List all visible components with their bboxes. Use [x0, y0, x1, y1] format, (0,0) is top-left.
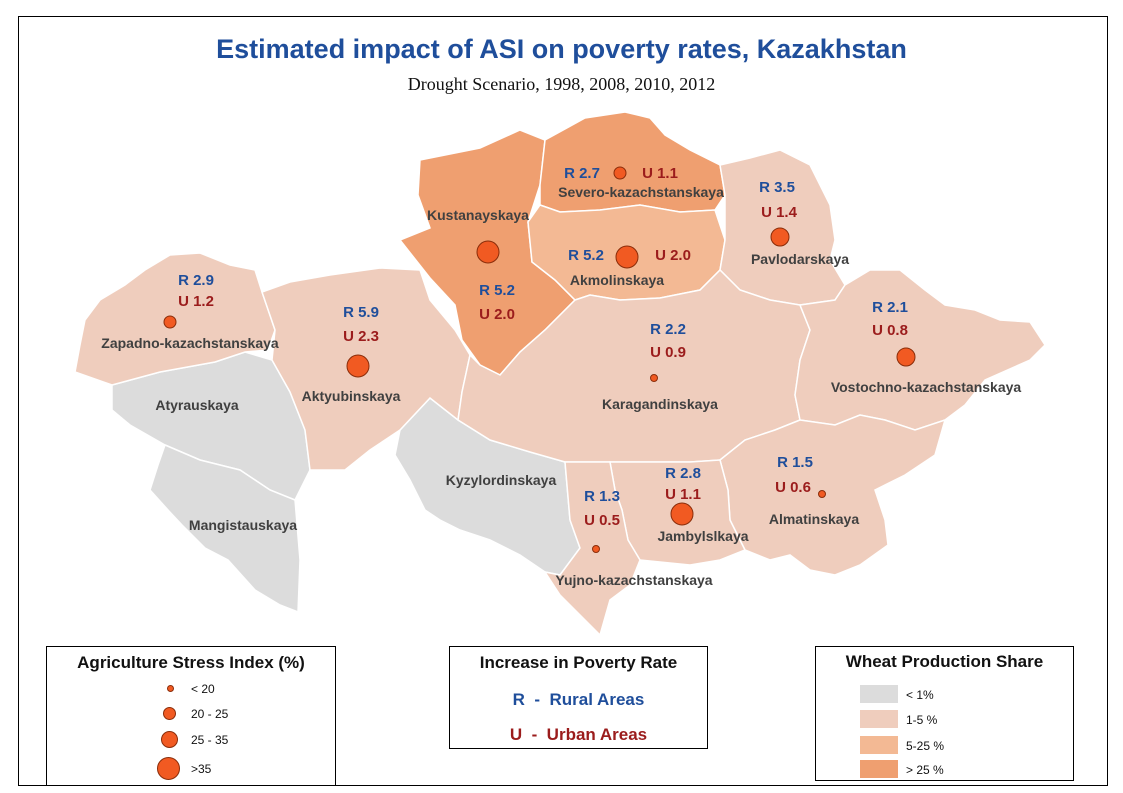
- asi-circle-karagandinskaya: [650, 374, 658, 382]
- legend-wheat: Wheat Production Share < 1% 1-5 % 5-25 %…: [815, 646, 1074, 781]
- legend-poverty-urban: U - Urban Areas: [509, 725, 648, 744]
- rural-label-pavlodarskaya: R 3.5: [759, 179, 795, 196]
- legend-wheat-item: < 1%: [860, 685, 1040, 705]
- asi-size-icon-xlarge: [157, 757, 180, 780]
- legend-asi-title: Agriculture Stress Index (%): [77, 653, 305, 672]
- wheat-swatch: [860, 685, 898, 703]
- legend-asi-label: < 20: [191, 682, 215, 696]
- legend-asi-item: 20 - 25: [47, 705, 335, 729]
- urban-label-almatinskaya: U 0.6: [775, 479, 811, 496]
- legend-poverty-title: Increase in Poverty Rate: [479, 653, 678, 672]
- region-name-mangistauskaya: Mangistauskaya: [189, 517, 297, 533]
- urban-label-severo-kazachstanskaya: U 1.1: [642, 165, 678, 182]
- region-name-zapadno-kazachstanskaya: Zapadno-kazachstanskaya: [101, 335, 279, 351]
- urban-label-pavlodarskaya: U 1.4: [761, 204, 798, 221]
- rural-label-akmolinskaya: R 5.2: [568, 247, 604, 264]
- asi-size-icon-large: [161, 731, 178, 748]
- region-name-atyrauskaya: Atyrauskaya: [155, 397, 238, 413]
- region-name-kyzylordinskaya: Kyzylordinskaya: [446, 472, 557, 488]
- legend-asi-label: 20 - 25: [191, 707, 229, 721]
- legend-wheat-label: < 1%: [906, 688, 934, 702]
- rural-label-jambylslkaya: R 2.8: [665, 465, 701, 482]
- map-title: Estimated impact of ASI on poverty rates…: [216, 34, 907, 64]
- region-name-yujno-kazachstanskaya: Yujno-kazachstanskaya: [555, 572, 712, 588]
- region-pavlodarskaya[interactable]: [719, 149, 846, 306]
- rural-label-zapadno-kazachstanskaya: R 2.9: [178, 272, 214, 289]
- rural-label-vostochno-kazachstanskaya: R 2.1: [872, 299, 908, 316]
- asi-circle-pavlodarskaya: [770, 227, 790, 247]
- legend-asi-item: >35: [47, 755, 335, 780]
- asi-size-icon-medium: [163, 707, 176, 720]
- region-name-vostochno-kazachstanskaya: Vostochno-kazachstanskaya: [831, 379, 1022, 395]
- rural-label-yujno-kazachstanskaya: R 1.3: [584, 488, 620, 505]
- asi-circle-kustanayskaya: [476, 240, 500, 264]
- asi-circle-jambylslkaya: [670, 502, 694, 526]
- region-name-pavlodarskaya: Pavlodarskaya: [751, 251, 849, 267]
- legend-poverty: Increase in Poverty Rate R - Rural Areas…: [449, 646, 708, 749]
- asi-circle-vostochno-kazachstanskaya: [896, 347, 916, 367]
- urban-label-jambylslkaya: U 1.1: [665, 486, 701, 503]
- asi-circle-yujno-kazachstanskaya: [592, 545, 600, 553]
- urban-label-aktyubinskaya: U 2.3: [343, 328, 379, 345]
- legend-poverty-rural: R - Rural Areas: [512, 690, 645, 709]
- region-name-karagandinskaya: Karagandinskaya: [602, 396, 718, 412]
- region-name-severo-kazachstanskaya: Severo-kazachstanskaya: [558, 184, 724, 200]
- urban-label-karagandinskaya: U 0.9: [650, 344, 686, 361]
- legend-wheat-item: > 25 %: [860, 760, 1040, 780]
- legend-asi-label: 25 - 35: [191, 733, 229, 747]
- rural-label-kustanayskaya: R 5.2: [479, 282, 515, 299]
- wheat-swatch: [860, 710, 898, 728]
- wheat-swatch: [860, 760, 898, 778]
- urban-label-zapadno-kazachstanskaya: U 1.2: [178, 293, 214, 310]
- legend-wheat-item: 1-5 %: [860, 710, 1040, 730]
- asi-circle-akmolinskaya: [615, 245, 639, 269]
- legend-asi-label: >35: [191, 762, 212, 776]
- legend-wheat-title: Wheat Production Share: [845, 652, 1044, 671]
- wheat-swatch: [860, 736, 898, 754]
- region-almatinskaya[interactable]: [719, 414, 947, 576]
- rural-label-aktyubinskaya: R 5.9: [343, 304, 379, 321]
- rural-label-severo-kazachstanskaya: R 2.7: [564, 165, 600, 182]
- legend-asi: Agriculture Stress Index (%) < 20 20 - 2…: [46, 646, 336, 786]
- region-mangistauskaya[interactable]: [149, 443, 301, 614]
- asi-circle-zapadno-kazachstanskaya: [163, 315, 177, 329]
- region-name-aktyubinskaya: Aktyubinskaya: [302, 388, 401, 404]
- legend-wheat-label: > 25 %: [906, 763, 944, 777]
- region-name-almatinskaya: Almatinskaya: [769, 511, 859, 527]
- region-vostochno-kazachstanskaya[interactable]: [794, 269, 1046, 431]
- region-name-akmolinskaya: Akmolinskaya: [570, 272, 664, 288]
- legend-asi-item: 25 - 35: [47, 729, 335, 753]
- urban-label-vostochno-kazachstanskaya: U 0.8: [872, 322, 908, 339]
- urban-label-akmolinskaya: U 2.0: [655, 247, 691, 264]
- map-frame: [18, 16, 1108, 786]
- legend-wheat-label: 5-25 %: [906, 739, 945, 753]
- asi-circle-almatinskaya: [818, 490, 826, 498]
- asi-circle-aktyubinskaya: [346, 354, 370, 378]
- legend-asi-item: < 20: [47, 681, 335, 705]
- rural-label-almatinskaya: R 1.5: [777, 454, 813, 471]
- urban-label-yujno-kazachstanskaya: U 0.5: [584, 512, 620, 529]
- urban-label-kustanayskaya: U 2.0: [479, 306, 515, 323]
- rural-label-karagandinskaya: R 2.2: [650, 321, 686, 338]
- region-name-kustanayskaya: Kustanayskaya: [427, 207, 529, 223]
- legend-wheat-item: 5-25 %: [860, 736, 1040, 756]
- asi-circle-severo-kazachstanskaya: [613, 166, 627, 180]
- asi-size-icon-small: [167, 685, 174, 692]
- map-subtitle: Drought Scenario, 1998, 2008, 2010, 2012: [407, 74, 716, 94]
- region-name-jambylslkaya: Jambylslkaya: [657, 528, 748, 544]
- legend-wheat-label: 1-5 %: [906, 713, 938, 727]
